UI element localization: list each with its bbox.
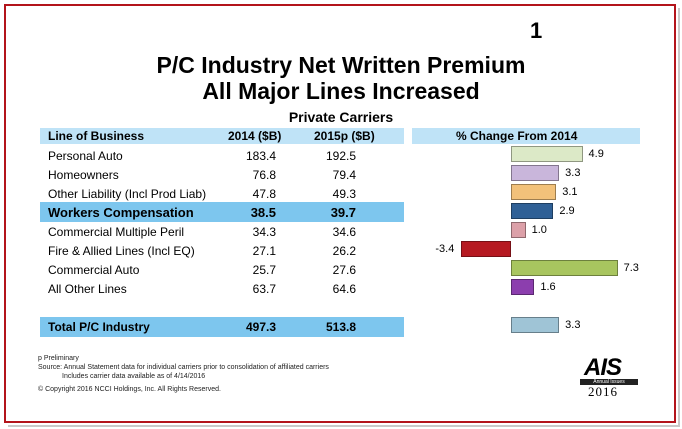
bar-value-label: -3.4 <box>435 243 455 255</box>
row-value-2015: 79.4 <box>332 168 356 182</box>
row-value-2015: 49.3 <box>332 187 356 201</box>
bar-commercial-auto <box>511 260 618 276</box>
slide-number: 1 <box>530 18 543 43</box>
highlight-band-workers-comp <box>40 202 404 222</box>
bar-value-label: 3.3 <box>565 319 581 331</box>
row-value-2014: 183.4 <box>245 149 276 163</box>
chart-header-band <box>412 128 640 144</box>
row-value-2014: 47.8 <box>252 187 276 201</box>
row-value-2015: 192.5 <box>325 149 356 163</box>
slide-shadow <box>8 8 680 427</box>
total-line-label: Total P/C Industry <box>48 320 150 334</box>
bar-value-label: 3.3 <box>565 167 581 179</box>
row-value-2014: 27.1 <box>252 244 276 258</box>
row-value-2014: 38.5 <box>250 205 276 220</box>
row-value-2015: 34.6 <box>332 225 356 239</box>
row-line-label: Other Liability (Incl Prod Liab) <box>48 187 207 201</box>
row-line-label: Commercial Auto <box>48 263 140 277</box>
footnote-source: Source: Annual Statement data for indivi… <box>38 364 329 371</box>
bar-value-label: 3.1 <box>562 186 578 198</box>
bar-value-label: 2.9 <box>559 205 575 217</box>
bar-value-label: 7.3 <box>623 262 639 274</box>
footnote-includes: Includes carrier data available as of 4/… <box>62 373 206 380</box>
row-value-2015: 64.6 <box>332 282 356 296</box>
row-line-label: Fire & Allied Lines (Incl EQ) <box>48 244 195 258</box>
bar-value-label: 1.0 <box>531 224 547 236</box>
bar-homeowners <box>511 165 560 181</box>
row-value-2014: 63.7 <box>252 282 276 296</box>
logo-tagline: Annual Issues Symposium <box>580 379 638 391</box>
row-value-2014: 25.7 <box>252 263 276 277</box>
logo-year: 2016 <box>588 384 618 399</box>
subtitle: Private Carriers <box>288 109 394 125</box>
row-value-2015: 27.6 <box>332 263 356 277</box>
row-line-label: All Other Lines <box>48 282 127 296</box>
row-line-label: Personal Auto <box>48 149 123 163</box>
row-line-label: Workers Compensation <box>48 205 194 220</box>
row-value-2015: 26.2 <box>332 244 356 258</box>
bar-value-label: 1.6 <box>540 281 556 293</box>
bar-workers-compensation <box>511 203 554 219</box>
ais-logo: AIS Annual Issues Symposium 2016 <box>574 354 654 399</box>
header-pct-change: % Change From 2014 <box>456 129 578 143</box>
total-value-2015: 513.8 <box>325 320 356 334</box>
bar-commercial-multiple-peril <box>511 222 526 238</box>
logo-text: AIS <box>584 354 622 381</box>
row-line-label: Homeowners <box>48 168 119 182</box>
row-value-2015: 39.7 <box>330 205 356 220</box>
header-2014: 2014 ($B) <box>228 129 282 143</box>
table-header-band <box>40 128 404 144</box>
header-line-of-business: Line of Business <box>48 129 145 143</box>
total-value-2014: 497.3 <box>245 320 276 334</box>
slide-frame <box>4 4 676 423</box>
footnote-copyright: © Copyright 2016 NCCI Holdings, Inc. All… <box>38 386 221 393</box>
row-value-2014: 34.3 <box>252 225 276 239</box>
bar-total-p-c-industry <box>511 317 560 333</box>
bar-value-label: 4.9 <box>588 148 604 160</box>
bar-other-liability-incl-prod-liab <box>511 184 557 200</box>
footnote-preliminary: p Preliminary <box>38 355 79 362</box>
header-2015: 2015p ($B) <box>314 129 375 143</box>
highlight-band-total <box>40 317 404 337</box>
bar-fire-allied-lines-incl-eq <box>461 241 511 257</box>
row-value-2014: 76.8 <box>252 168 276 182</box>
bar-all-other-lines <box>511 279 535 295</box>
row-line-label: Commercial Multiple Peril <box>48 225 185 239</box>
title-line-2: All Major Lines Increased <box>202 78 480 104</box>
title-line-1: P/C Industry Net Written Premium <box>156 52 526 78</box>
bar-personal-auto <box>511 146 583 162</box>
